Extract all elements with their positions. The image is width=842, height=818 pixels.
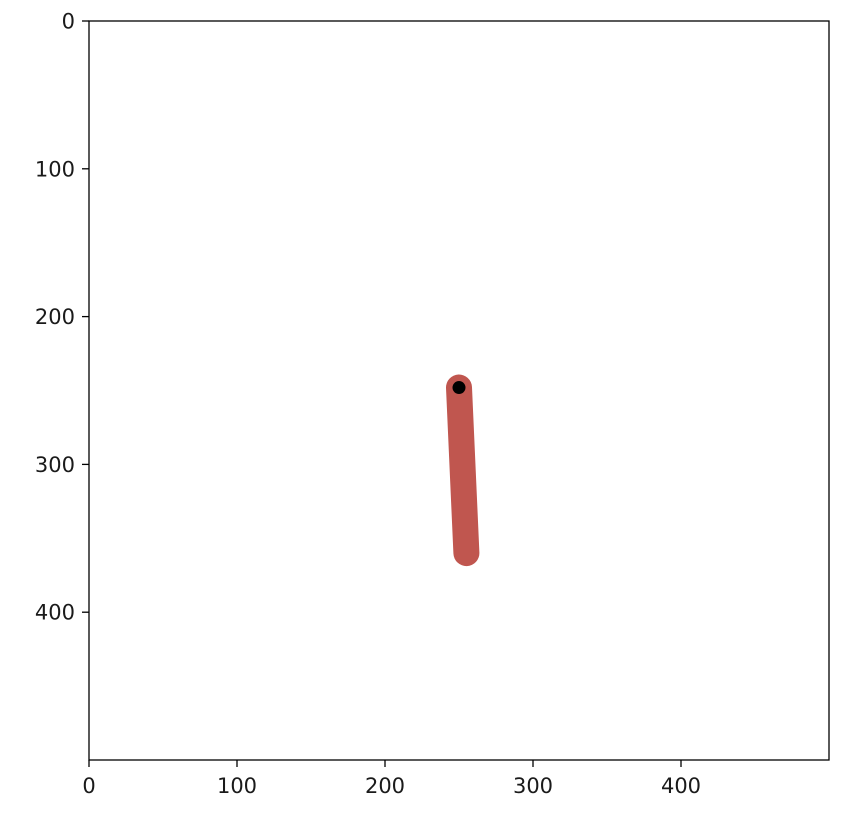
x-tick-label: 100 <box>217 774 257 798</box>
x-tick-label: 0 <box>82 774 95 798</box>
y-tick-label: 0 <box>62 10 75 34</box>
x-tick-label: 200 <box>365 774 405 798</box>
y-tick-label: 200 <box>35 305 75 329</box>
series-line-0 <box>446 374 480 567</box>
x-tick-label: 400 <box>661 774 701 798</box>
scatter-point <box>452 381 466 395</box>
chart-marks <box>446 374 480 567</box>
x-axis: 0 100 200 300 400 <box>82 760 701 798</box>
y-tick-label: 100 <box>35 157 75 181</box>
plot-frame <box>88 20 830 761</box>
y-axis: 0 100 200 300 400 <box>35 10 89 625</box>
y-tick-label: 300 <box>35 453 75 477</box>
y-tick-label: 400 <box>35 601 75 625</box>
x-tick-label: 300 <box>513 774 553 798</box>
